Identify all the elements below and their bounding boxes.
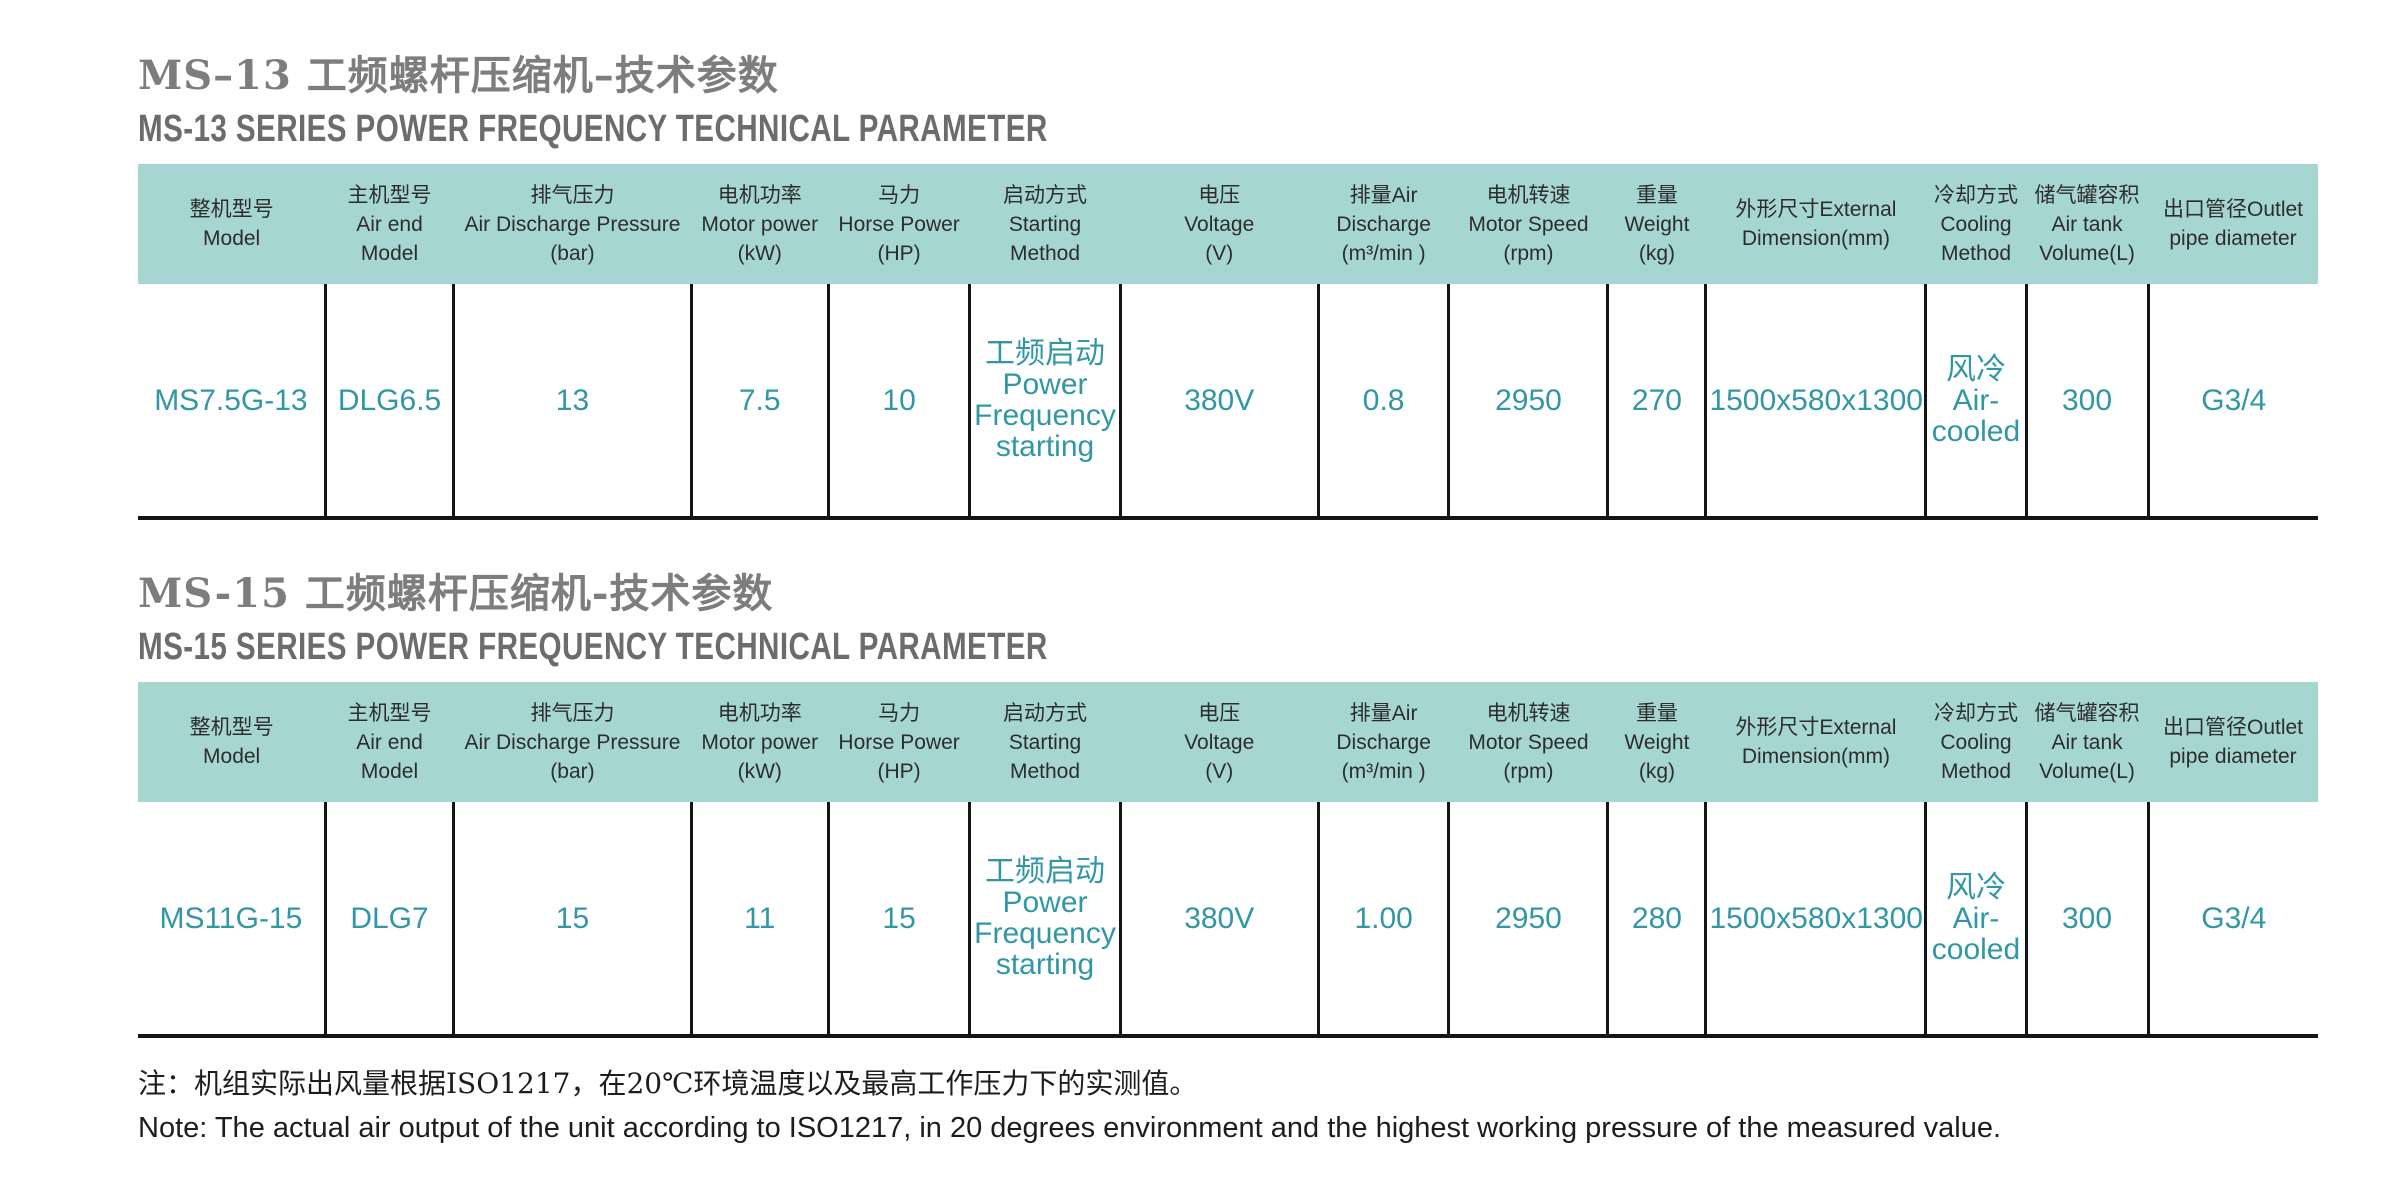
column-header-11: 外形尺寸External Dimension(mm) (1705, 682, 1926, 802)
column-header-10: 重量 Weight (kg) (1607, 164, 1706, 284)
ms15-title-en: MS-15 SERIES POWER FREQUENCY TECHNICAL P… (138, 626, 1048, 668)
column-header-13: 储气罐容积 Air tank Volume(L) (2026, 682, 2149, 802)
ms13-title-zh: MS–13 工频螺杆压缩机–技术参数 (138, 52, 779, 99)
cell-11: 1500x580x1300 (1704, 802, 1926, 1036)
column-header-4: 电机功率 Motor power (kW) (691, 682, 829, 802)
cell-4: 11 (689, 802, 829, 1036)
cell-13: 300 (2024, 802, 2149, 1036)
data-row: MS7.5G-13 DLG6.5 13 7.5 10 工频启动 Power Frequen… (138, 284, 2318, 518)
cell-1: MS7.5G-13 (138, 284, 326, 518)
data-row: MS11G-15 DLG7 15 11 15 工频启动 Power Frequency s… (138, 802, 2318, 1036)
cell-11: 1500x580x1300 (1704, 284, 1926, 518)
cell-5: 10 (826, 284, 970, 518)
column-header-8: 排量Air Discharge (m³/min ) (1318, 682, 1449, 802)
ms13-parameter-table: 整机型号 Model 主机型号 Air end Model 排气压力 Air Dis… (138, 164, 2318, 520)
cell-3: 13 (452, 284, 692, 518)
spec-sheet-page: MS–13 工频螺杆压缩机–技术参数 MS-13 SERIES POWER FR… (138, 0, 2318, 1146)
section-ms15: MS-15 工频螺杆压缩机-技术参数 MS-15 SERIES POWER FR… (138, 570, 2318, 1038)
ms13-title-en: MS-13 SERIES POWER FREQUENCY TECHNICAL P… (138, 108, 1048, 150)
footnote-zh: 注：机组实际出风量根据ISO1217，在20℃环境温度以及最高工作压力下的实测值… (138, 1067, 1198, 1100)
ms15-parameter-table: 整机型号 Model 主机型号 Air end Model 排气压力 Air Dis… (138, 682, 2318, 1038)
cell-6: 工频启动 Power Frequency starting (968, 802, 1121, 1036)
cell-3: 15 (452, 802, 692, 1036)
cell-10: 280 (1606, 802, 1706, 1036)
column-header-6: 启动方式 Starting Method (969, 164, 1121, 284)
column-header-4: 电机功率 Motor power (kW) (691, 164, 829, 284)
column-header-1: 整机型号 Model (138, 682, 326, 802)
column-header-14: 出口管径Outlet pipe diameter (2148, 682, 2318, 802)
column-header-12: 冷却方式 Cooling Method (1925, 164, 2027, 284)
footnote-en: Note: The actual air output of the unit … (138, 1112, 2002, 1144)
column-header-7: 电压 Voltage (V) (1120, 682, 1319, 802)
section-ms13: MS–13 工频螺杆压缩机–技术参数 MS-13 SERIES POWER FR… (138, 52, 2318, 520)
cell-5: 15 (826, 802, 970, 1036)
column-header-6: 启动方式 Starting Method (969, 682, 1121, 802)
column-header-3: 排气压力 Air Discharge Pressure (bar) (453, 164, 692, 284)
cell-14: G3/4 (2146, 284, 2318, 518)
cell-12: 风冷 Air- cooled (1924, 802, 2027, 1036)
cell-1: MS11G-15 (138, 802, 326, 1036)
cell-7: 380V (1118, 284, 1319, 518)
cell-7: 380V (1118, 802, 1319, 1036)
cell-2: DLG6.5 (323, 284, 454, 518)
column-header-9: 电机转速 Motor Speed (rpm) (1448, 164, 1608, 284)
column-header-12: 冷却方式 Cooling Method (1925, 682, 2027, 802)
column-header-7: 电压 Voltage (V) (1120, 164, 1319, 284)
column-header-5: 马力 Horse Power (HP) (828, 682, 970, 802)
cell-8: 1.00 (1316, 802, 1449, 1036)
cell-6: 工频启动 Power Frequency starting (968, 284, 1121, 518)
column-header-14: 出口管径Outlet pipe diameter (2148, 164, 2318, 284)
cell-10: 270 (1606, 284, 1706, 518)
column-header-8: 排量Air Discharge (m³/min ) (1318, 164, 1449, 284)
column-header-2: 主机型号 Air end Model (325, 682, 454, 802)
column-header-1: 整机型号 Model (138, 164, 326, 284)
cell-9: 2950 (1447, 284, 1608, 518)
cell-9: 2950 (1447, 802, 1608, 1036)
column-header-2: 主机型号 Air end Model (325, 164, 454, 284)
header-row: 整机型号 Model 主机型号 Air end Model 排气压力 Air Dis… (138, 164, 2318, 284)
column-header-9: 电机转速 Motor Speed (rpm) (1448, 682, 1608, 802)
header-row: 整机型号 Model 主机型号 Air end Model 排气压力 Air Dis… (138, 682, 2318, 802)
cell-2: DLG7 (323, 802, 454, 1036)
cell-12: 风冷 Air- cooled (1924, 284, 2027, 518)
cell-8: 0.8 (1316, 284, 1449, 518)
column-header-10: 重量 Weight (kg) (1607, 682, 1706, 802)
cell-4: 7.5 (689, 284, 829, 518)
ms15-title-zh: MS-15 工频螺杆压缩机-技术参数 (138, 570, 774, 617)
column-header-3: 排气压力 Air Discharge Pressure (bar) (453, 682, 692, 802)
column-header-13: 储气罐容积 Air tank Volume(L) (2026, 164, 2149, 284)
column-header-11: 外形尺寸External Dimension(mm) (1705, 164, 1926, 284)
cell-14: G3/4 (2146, 802, 2318, 1036)
cell-13: 300 (2024, 284, 2149, 518)
column-header-5: 马力 Horse Power (HP) (828, 164, 970, 284)
